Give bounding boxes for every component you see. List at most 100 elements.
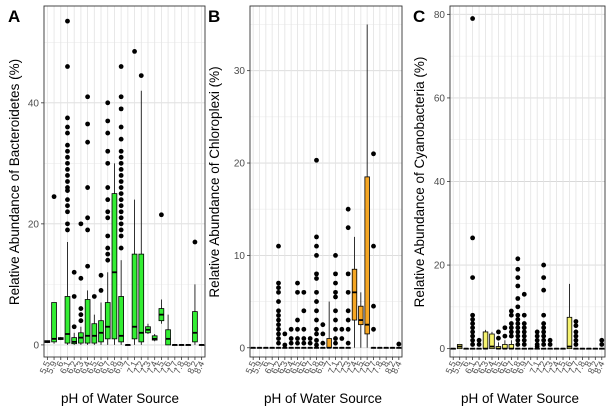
- outlier-point: [534, 337, 540, 343]
- box-c-7.1: [534, 329, 540, 350]
- x-tick-label: 7.7: [364, 360, 378, 376]
- outlier-point: [118, 203, 124, 209]
- outlier-point: [541, 337, 547, 343]
- outlier-point: [508, 312, 514, 318]
- box-a-6.6: [98, 272, 104, 345]
- outlier-point: [158, 212, 164, 218]
- outlier-point: [534, 329, 540, 335]
- outlier-point: [541, 329, 547, 335]
- outlier-point: [314, 157, 319, 163]
- box-b-6.5: [294, 280, 301, 349]
- outlier-point: [276, 331, 281, 337]
- outlier-point: [301, 308, 307, 314]
- outlier-point: [118, 185, 124, 190]
- y-tick-label: 30: [234, 66, 246, 77]
- outlier-point: [301, 326, 307, 332]
- panel-border: [249, 5, 403, 358]
- outlier-point: [345, 206, 351, 212]
- x-tick-label: 8.4: [592, 360, 606, 376]
- outlier-point: [534, 342, 540, 347]
- outlier-point: [65, 115, 70, 121]
- x-tick-label: 6: [259, 360, 270, 369]
- outlier-point: [333, 289, 338, 295]
- outlier-point: [282, 331, 288, 337]
- box-rect: [351, 268, 358, 321]
- outlier-point: [515, 321, 521, 326]
- outlier-point: [496, 335, 501, 341]
- x-tick-label: 5.9: [45, 360, 59, 376]
- outlier-point: [65, 209, 70, 215]
- x-tick-label: 6: [54, 360, 65, 369]
- outlier-point: [333, 308, 338, 314]
- x-tick-label: 6.4: [78, 360, 92, 376]
- outlier-point: [541, 321, 547, 326]
- outlier-point: [105, 197, 111, 203]
- outlier-point: [65, 203, 70, 209]
- outlier-point: [118, 227, 124, 233]
- panel-a: A Relative Abundance of Bacteroidetes (%…: [7, 5, 206, 406]
- box-b-8.2: [389, 346, 396, 349]
- outlier-point: [345, 340, 351, 346]
- outlier-point: [288, 336, 294, 341]
- outlier-point: [521, 291, 527, 297]
- outlier-point: [105, 215, 111, 221]
- outlier-point: [105, 251, 111, 257]
- outlier-point: [118, 221, 124, 227]
- panel-border: [449, 5, 606, 358]
- x-tick-label: 7.1: [326, 360, 340, 376]
- y-tick-label: 20: [434, 261, 446, 272]
- x-tick-label: 6: [460, 360, 471, 369]
- box-a-6.3: [78, 221, 84, 345]
- x-tick-label: 6.9: [112, 360, 126, 376]
- outlier-point: [98, 272, 104, 278]
- outlier-point: [118, 173, 124, 178]
- y-tick-label: 40: [28, 98, 40, 109]
- box-a-6.7: [104, 100, 111, 345]
- x-tick-label: 6.4: [482, 360, 496, 376]
- box-rect: [64, 296, 71, 344]
- box-rect: [104, 302, 111, 340]
- outlier-point: [276, 313, 281, 318]
- x-tick-label: 7.5: [152, 360, 166, 376]
- x-tick-label: 7.6: [358, 360, 372, 376]
- outlier-point: [314, 337, 319, 343]
- x-tick-label: 6.5: [288, 360, 302, 376]
- outlier-point: [345, 317, 351, 323]
- outlier-point: [534, 333, 540, 339]
- box-a-7.1: [131, 48, 138, 345]
- x-tick-label: 5.9: [250, 360, 264, 376]
- x-tick-label: 6.1: [463, 360, 477, 376]
- x-tick-label: 6.5: [489, 360, 503, 376]
- box-b-5.9: [256, 346, 263, 349]
- outlier-point: [276, 326, 281, 332]
- box-b-6: [263, 346, 269, 349]
- x-tick-label: 6.7: [301, 360, 315, 376]
- box-rect: [358, 305, 364, 326]
- box-b-6.4: [288, 326, 294, 349]
- outlier-point: [65, 227, 70, 233]
- box-c-8: [586, 347, 592, 350]
- x-tick-label: 6.1: [263, 360, 277, 376]
- box-rect: [51, 302, 57, 343]
- x-tick-label: 6.8: [307, 360, 321, 376]
- outlier-point: [276, 280, 281, 286]
- outlier-point: [470, 235, 476, 241]
- outlier-point: [65, 179, 70, 184]
- box-c-7: [528, 347, 534, 350]
- outlier-point: [470, 337, 476, 343]
- outlier-point: [314, 271, 319, 277]
- box-b-8.4: [396, 341, 402, 349]
- outlier-point: [51, 194, 57, 200]
- box-a-6.2: [71, 269, 78, 345]
- outlier-point: [78, 312, 84, 318]
- box-b-7.4: [351, 236, 358, 348]
- box-b-6.7: [307, 336, 313, 349]
- outlier-point: [470, 16, 476, 21]
- outlier-point: [547, 342, 553, 347]
- x-tick-label: 5.5: [244, 360, 258, 376]
- outlier-point: [515, 333, 521, 339]
- outlier-point: [105, 118, 111, 124]
- x-tick-label: 6.9: [515, 360, 529, 376]
- outlier-point: [333, 336, 338, 341]
- ylabel-a: Relative Abundance of Bacteroidetes (%): [7, 59, 22, 305]
